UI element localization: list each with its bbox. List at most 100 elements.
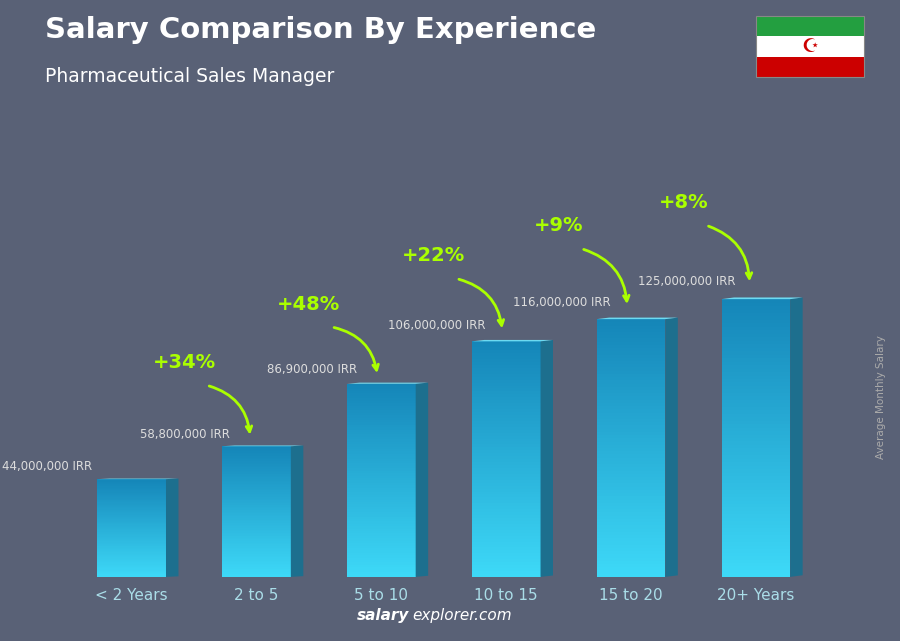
Bar [222, 523, 291, 524]
Bar [597, 348, 665, 351]
Polygon shape [722, 297, 803, 299]
Bar [472, 400, 541, 403]
Bar [97, 515, 166, 516]
Bar [97, 561, 166, 562]
Bar [222, 485, 291, 487]
Bar [597, 503, 665, 506]
Polygon shape [222, 445, 303, 446]
Bar [722, 344, 790, 347]
Bar [222, 461, 291, 463]
Bar [722, 369, 790, 372]
Bar [97, 538, 166, 539]
Bar [722, 334, 790, 337]
Bar [222, 470, 291, 472]
Bar [597, 435, 665, 438]
Bar [722, 462, 790, 466]
Bar [722, 372, 790, 376]
Bar [97, 507, 166, 508]
Bar [722, 310, 790, 313]
Bar [222, 479, 291, 481]
Text: 106,000,000 IRR: 106,000,000 IRR [388, 319, 486, 332]
Bar [597, 538, 665, 542]
Bar [222, 467, 291, 469]
Bar [347, 538, 416, 541]
Bar [97, 566, 166, 567]
Bar [222, 494, 291, 495]
Bar [472, 562, 541, 565]
Bar [722, 497, 790, 501]
Bar [97, 520, 166, 522]
Bar [222, 521, 291, 523]
Bar [722, 556, 790, 560]
Bar [472, 342, 541, 344]
Bar [597, 474, 665, 477]
Bar [97, 558, 166, 560]
Bar [597, 493, 665, 496]
Bar [597, 442, 665, 445]
Bar [472, 521, 541, 524]
Bar [722, 473, 790, 476]
Bar [722, 449, 790, 452]
Bar [597, 397, 665, 400]
Bar [222, 538, 291, 539]
Bar [722, 341, 790, 344]
Bar [722, 400, 790, 403]
Bar [97, 537, 166, 538]
Bar [722, 303, 790, 306]
Bar [597, 351, 665, 354]
Bar [97, 517, 166, 518]
Bar [722, 324, 790, 327]
Text: Salary Comparison By Experience: Salary Comparison By Experience [45, 16, 596, 44]
Bar [597, 526, 665, 529]
Bar [97, 557, 166, 558]
Bar [597, 551, 665, 554]
Bar [222, 490, 291, 492]
Bar [597, 422, 665, 426]
Bar [222, 544, 291, 546]
Bar [472, 406, 541, 409]
Bar [722, 563, 790, 567]
Bar [347, 454, 416, 456]
Bar [597, 448, 665, 451]
Bar [222, 547, 291, 549]
Bar [597, 326, 665, 329]
Bar [97, 518, 166, 519]
Text: salary: salary [357, 608, 410, 623]
Bar [222, 567, 291, 569]
Bar [222, 575, 291, 577]
Bar [597, 522, 665, 526]
Bar [222, 551, 291, 553]
Polygon shape [166, 479, 178, 577]
Bar [97, 519, 166, 520]
Bar [472, 365, 541, 368]
Bar [222, 536, 291, 538]
Bar [347, 473, 416, 476]
Bar [97, 531, 166, 533]
Bar [597, 432, 665, 435]
Bar [347, 531, 416, 533]
Bar [222, 453, 291, 454]
Bar [722, 351, 790, 354]
Bar [597, 461, 665, 464]
Bar [347, 470, 416, 473]
Bar [347, 394, 416, 396]
Bar [97, 481, 166, 483]
Bar [97, 495, 166, 496]
Bar [597, 354, 665, 358]
Text: 44,000,000 IRR: 44,000,000 IRR [2, 460, 93, 473]
Bar [222, 482, 291, 484]
Bar [472, 388, 541, 392]
Bar [347, 425, 416, 428]
Bar [222, 572, 291, 574]
Bar [222, 502, 291, 503]
Bar [347, 536, 416, 538]
Bar [347, 512, 416, 514]
Text: +34%: +34% [152, 353, 216, 372]
Bar [722, 403, 790, 407]
Bar [722, 410, 790, 413]
Bar [597, 564, 665, 567]
Bar [97, 545, 166, 546]
Bar [722, 538, 790, 542]
Bar [347, 548, 416, 551]
Bar [597, 400, 665, 403]
